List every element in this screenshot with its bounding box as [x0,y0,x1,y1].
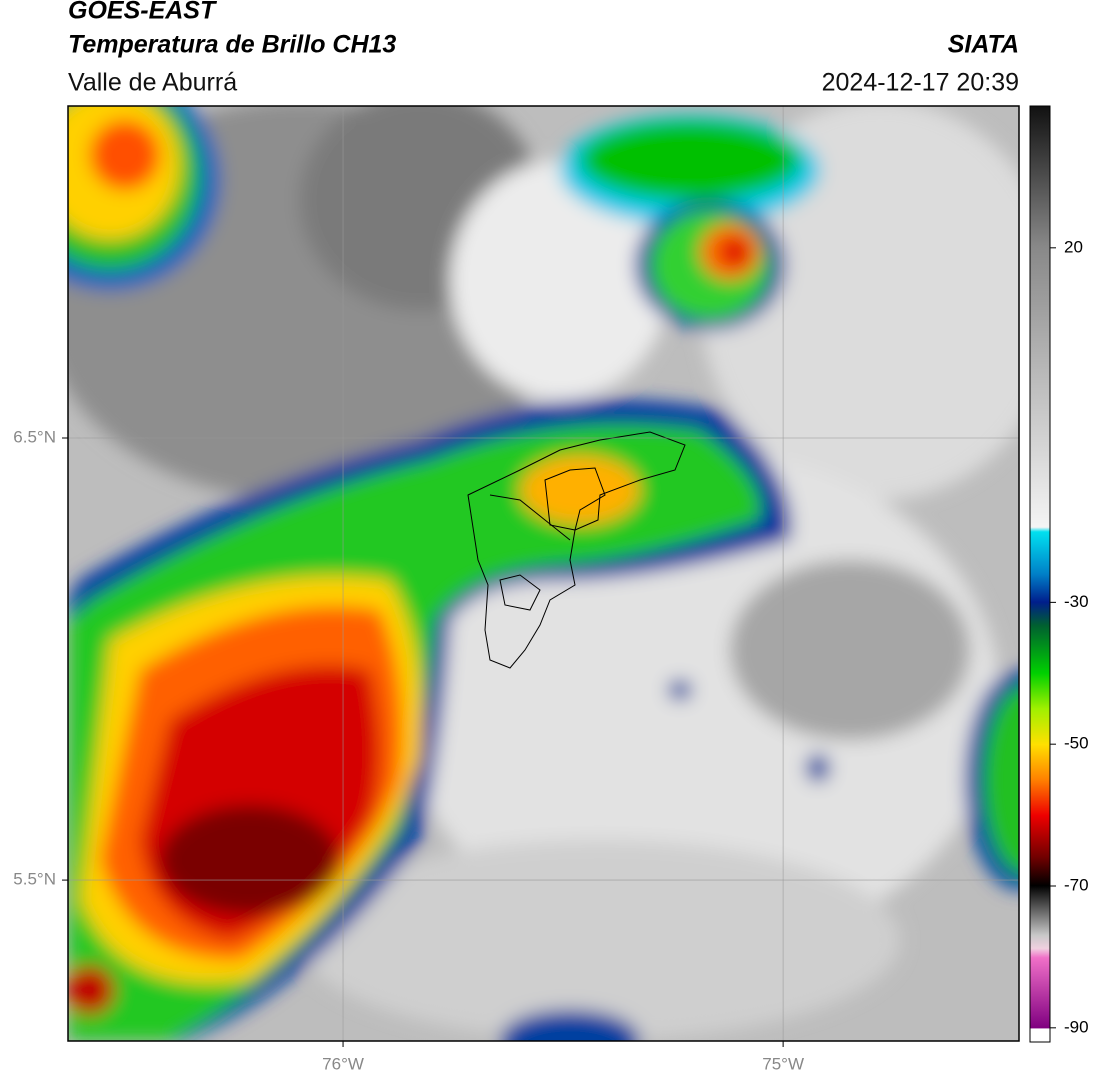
colorbar-tick-label: -50 [1064,734,1089,753]
colorbar-tick-label: 20 [1064,237,1083,256]
colorbar-tick-label: -70 [1064,875,1089,894]
y-tick-label: 5.5°N [13,870,56,889]
source: SIATA [948,31,1019,59]
colorbar [1029,105,1051,1043]
region: Valle de Aburrá [68,69,237,97]
map-frame [67,105,1020,1042]
colorbar-tick-label: -30 [1064,592,1089,611]
municipal-boundaries [467,431,686,669]
datetime: 2024-12-17 20:39 [822,69,1019,97]
y-tick-label: 6.5°N [13,427,56,446]
graticule [68,106,1019,1041]
x-tick-label: 76°W [322,1054,364,1073]
title: GOES-EAST [68,0,218,25]
satellite-image [68,106,1019,1041]
x-tick-label: 75°W [762,1054,804,1073]
colorbar-tick-label: -90 [1064,1017,1089,1036]
subtitle: Temperatura de Brillo CH13 [68,31,396,59]
